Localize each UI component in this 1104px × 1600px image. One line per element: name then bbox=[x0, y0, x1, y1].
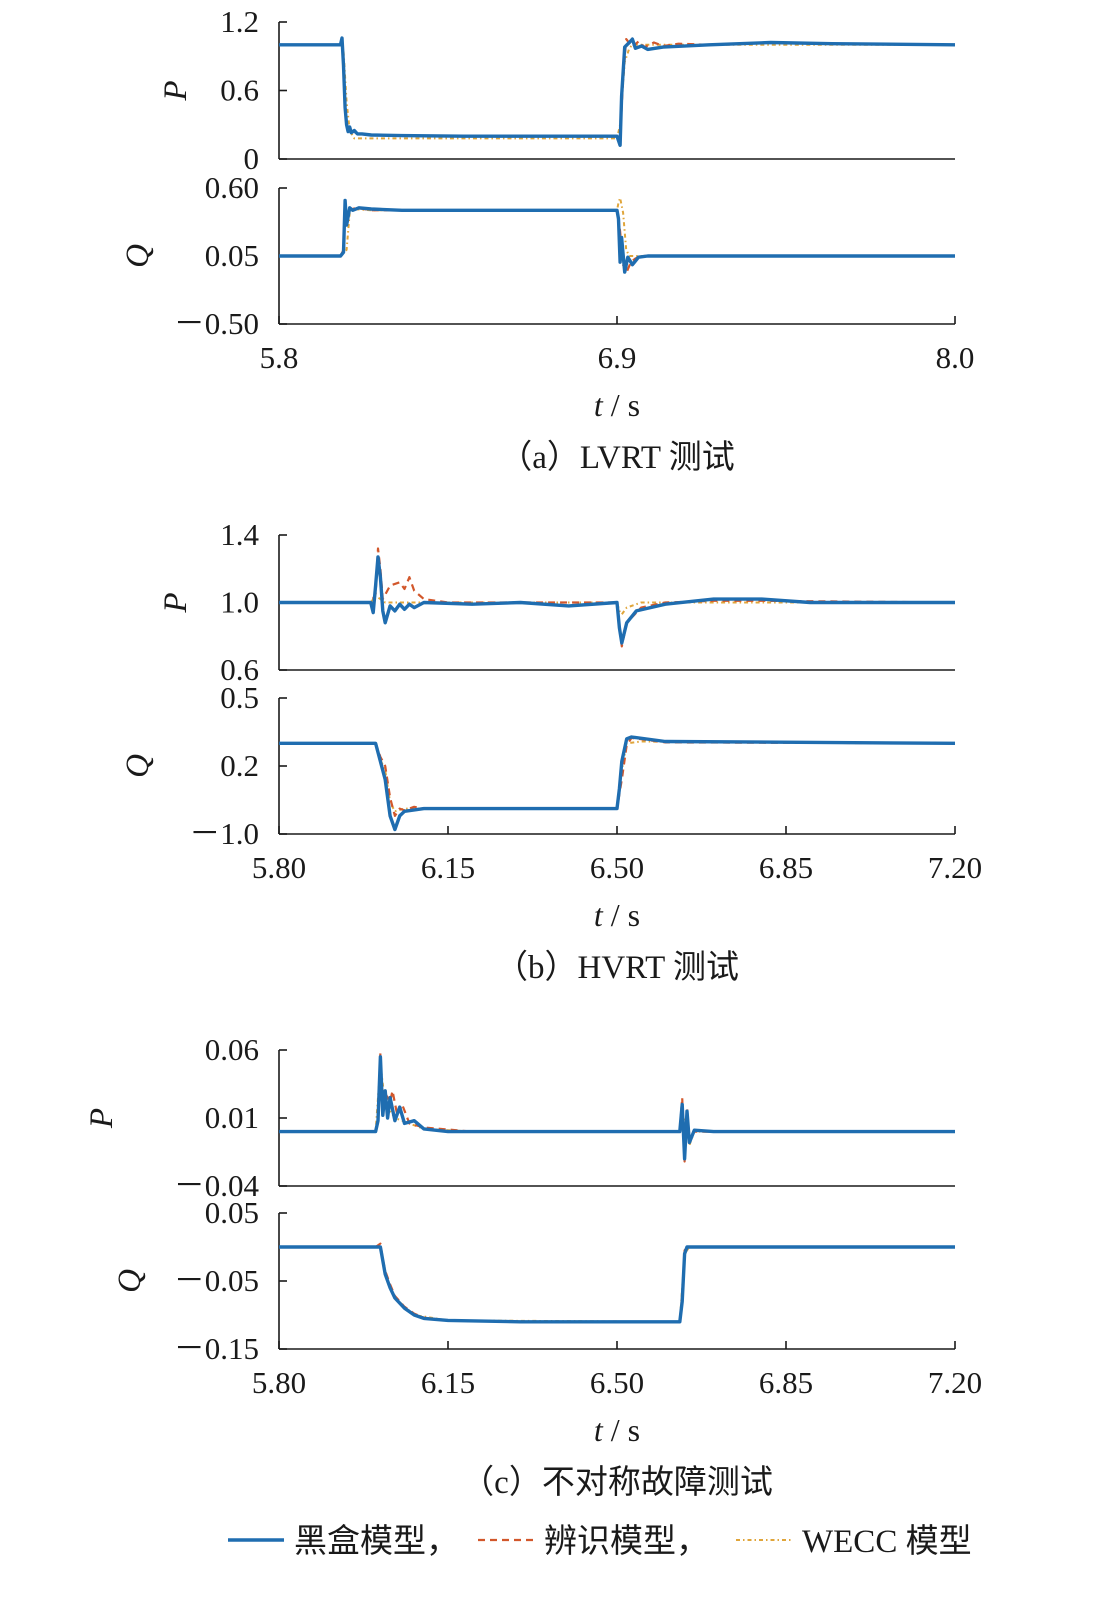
x-tick-label: 5.8 bbox=[260, 340, 299, 375]
panel-q: －0.50 0.05 0.60 Q bbox=[120, 170, 955, 341]
x-tick-label: 6.50 bbox=[590, 1365, 644, 1400]
chart-caption: （c）不对称故障测试 bbox=[461, 1464, 773, 1501]
y-tick-label: 0.60 bbox=[205, 170, 259, 205]
panel-p: 0 0.6 1.2 P bbox=[158, 4, 956, 176]
legend: 黑盒模型， 辨识模型， WECC 模型 bbox=[228, 1523, 972, 1560]
y-tick-label: 1.2 bbox=[220, 4, 259, 39]
series-line-blackbox bbox=[279, 198, 955, 274]
x-tick-label: 8.0 bbox=[936, 340, 975, 375]
y-tick-label: 0.06 bbox=[205, 1032, 259, 1067]
x-tick-label: 6.50 bbox=[590, 850, 644, 885]
y-tick-label: 0.05 bbox=[205, 238, 259, 273]
y-axis-label: P bbox=[158, 592, 194, 613]
y-tick-label: 0.2 bbox=[220, 748, 259, 783]
y-axis-label: Q bbox=[120, 244, 156, 268]
series-line-blackbox bbox=[279, 1055, 955, 1161]
series-line-identified bbox=[279, 38, 956, 140]
panel-p: 0.6 1.0 1.4 P bbox=[158, 517, 956, 687]
y-axis-label: P bbox=[84, 1108, 120, 1129]
y-tick-label: 0.6 bbox=[220, 652, 259, 687]
x-axis-label: t / s bbox=[594, 897, 640, 933]
x-axis-label: t / s bbox=[594, 387, 640, 423]
panel-q: －1.0 0.2 0.5 Q bbox=[120, 680, 956, 851]
legend-label-blackbox: 黑盒模型， bbox=[294, 1523, 459, 1560]
series-line-blackbox bbox=[279, 36, 956, 147]
y-tick-label: 1.0 bbox=[220, 585, 259, 620]
series-line-blackbox bbox=[279, 735, 956, 832]
y-tick-label: －0.05 bbox=[174, 1263, 259, 1298]
y-tick-label: －0.15 bbox=[174, 1331, 259, 1366]
y-tick-label: －0.04 bbox=[174, 1168, 260, 1203]
x-axis-label: t / s bbox=[594, 1412, 640, 1448]
chart-3: －0.04 0.01 0.06 P －0.15 －0.05 0.05 Q 5.80 6.15 6.5… bbox=[84, 1032, 982, 1501]
y-tick-label: 0 bbox=[244, 141, 260, 176]
x-tick-label: 7.20 bbox=[928, 850, 982, 885]
y-tick-label: 0.05 bbox=[205, 1195, 259, 1230]
x-tick-label: 7.20 bbox=[928, 1365, 982, 1400]
chart-1: 0 0.6 1.2 P －0.50 0.05 0.60 Q 5.8 6.9 8.0 t / s （a）L… bbox=[120, 4, 974, 476]
chart-caption: （b）HVRT 测试 bbox=[495, 950, 739, 986]
series-line-wecc bbox=[279, 594, 955, 616]
x-tick-label: 5.80 bbox=[252, 1365, 306, 1400]
y-tick-label: 1.4 bbox=[220, 517, 259, 552]
panel-q: －0.15 －0.05 0.05 Q bbox=[112, 1195, 955, 1366]
series-line-wecc bbox=[279, 43, 955, 140]
y-axis-label: Q bbox=[120, 754, 156, 778]
y-tick-label: －1.0 bbox=[189, 816, 259, 851]
x-tick-label: 6.15 bbox=[421, 850, 475, 885]
x-tick-label: 6.85 bbox=[759, 1365, 813, 1400]
y-axis-label: Q bbox=[112, 1269, 148, 1293]
x-tick-label: 6.9 bbox=[598, 340, 637, 375]
series-line-blackbox bbox=[279, 555, 955, 645]
legend-label-identified: 辨识模型， bbox=[544, 1523, 709, 1560]
series-line-wecc bbox=[279, 196, 955, 257]
y-tick-label: 0.5 bbox=[220, 680, 259, 715]
x-tick-label: 5.80 bbox=[252, 850, 306, 885]
panel-p: －0.04 0.01 0.06 P bbox=[84, 1032, 955, 1203]
chart-caption: （a）LVRT 测试 bbox=[499, 440, 734, 476]
series-line-wecc bbox=[279, 1246, 955, 1323]
y-tick-label: －0.50 bbox=[174, 306, 259, 341]
x-tick-label: 6.15 bbox=[421, 1365, 475, 1400]
y-tick-label: 0.6 bbox=[220, 73, 259, 108]
series-line-blackbox bbox=[279, 1245, 955, 1324]
chart-2: 0.6 1.0 1.4 P －1.0 0.2 0.5 Q 5.80 6.15 6.50 6.85 7.2… bbox=[120, 517, 982, 986]
y-tick-label: 0.01 bbox=[205, 1100, 259, 1135]
x-tick-label: 6.85 bbox=[759, 850, 813, 885]
y-axis-label: P bbox=[158, 80, 194, 101]
legend-label-wecc: WECC 模型 bbox=[802, 1523, 972, 1560]
